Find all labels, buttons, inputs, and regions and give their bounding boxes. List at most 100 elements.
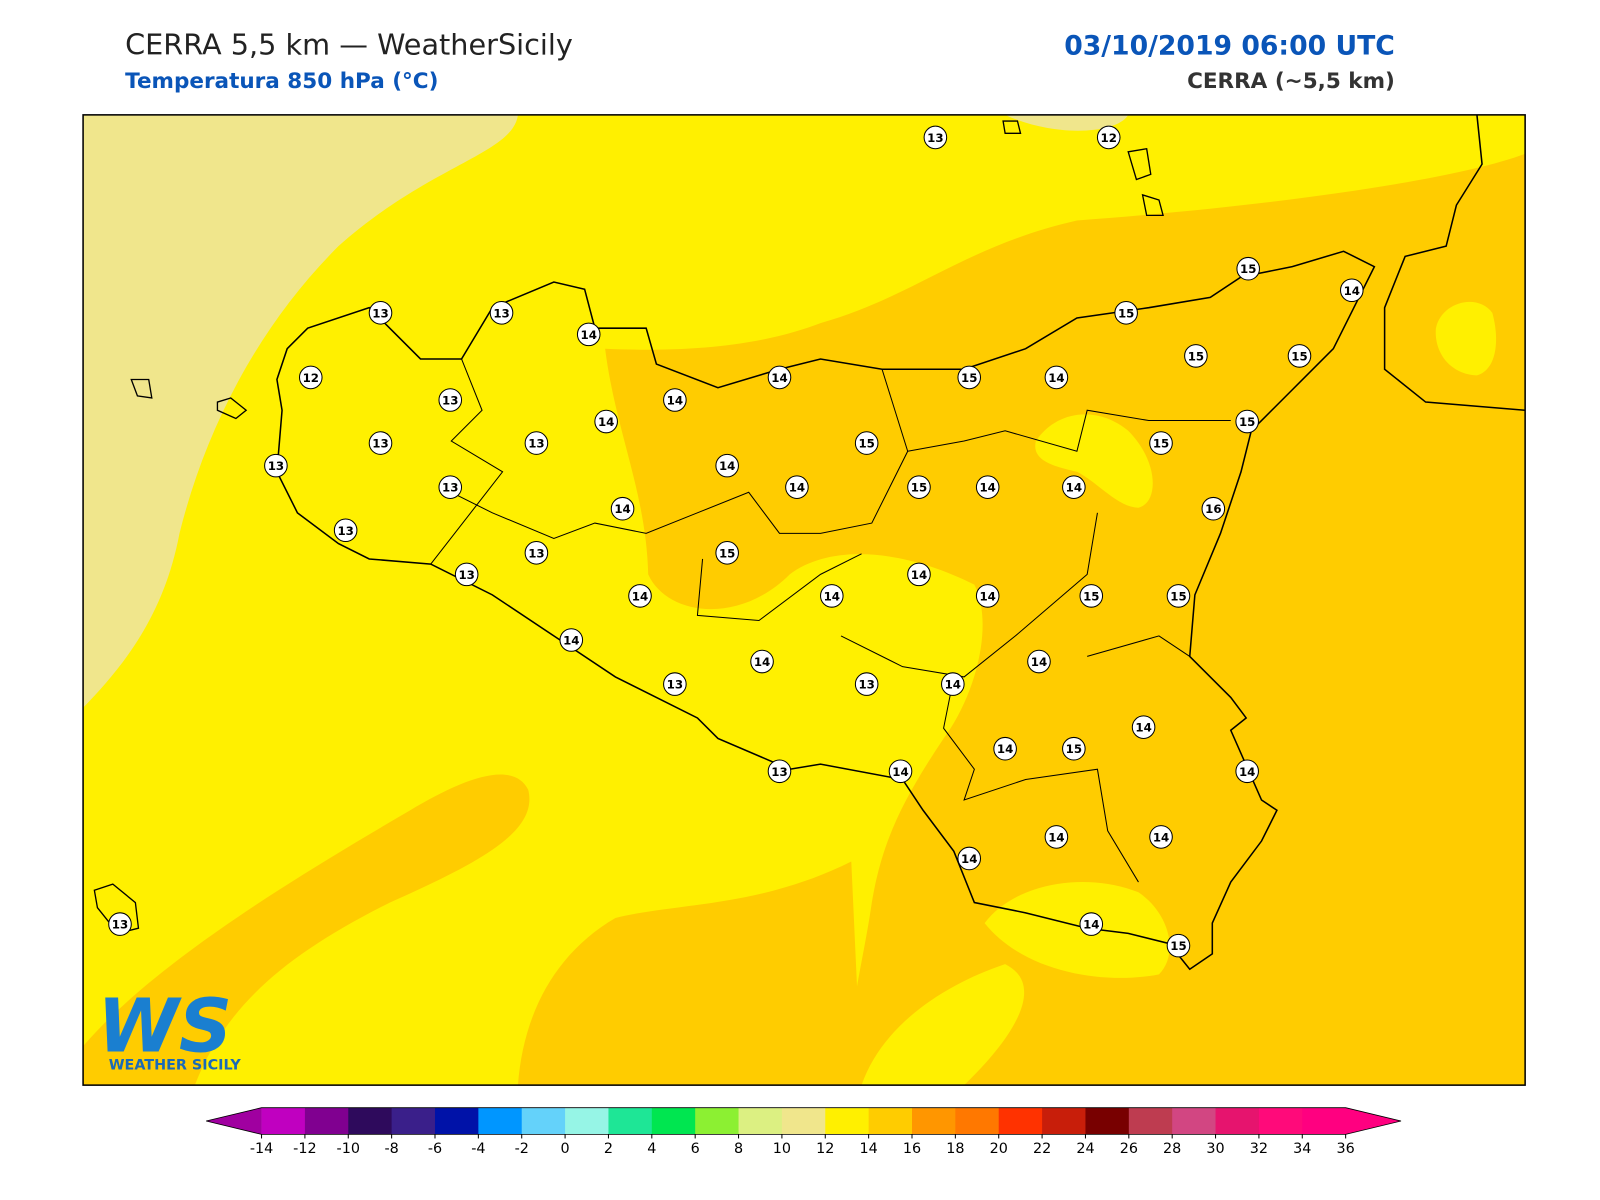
station: 15: [907, 475, 931, 499]
station-marker: [1149, 431, 1173, 455]
station-marker: [907, 562, 931, 587]
contour: [83, 114, 518, 708]
colorbar-label: 4: [647, 1141, 656, 1157]
station-value: 14: [1031, 655, 1047, 669]
station: 16: [1201, 496, 1226, 521]
contour: [984, 882, 1170, 978]
station-marker: [1062, 475, 1086, 499]
station-marker: [1201, 496, 1226, 521]
station: 13: [264, 453, 288, 478]
station-value: 14: [563, 634, 579, 648]
station-value: 15: [1170, 939, 1186, 953]
colorbar-label: 10: [773, 1141, 791, 1157]
colorbar-label: 14: [860, 1141, 878, 1157]
station: 14: [785, 475, 809, 499]
colorbar-label: 0: [561, 1141, 570, 1157]
colorbar-label: -4: [471, 1141, 485, 1157]
station-value: 14: [1083, 918, 1099, 932]
contour: [517, 861, 862, 1086]
station-value: 14: [892, 765, 908, 779]
station: 15: [1166, 933, 1191, 958]
colorbar-label: 22: [1033, 1141, 1051, 1157]
station-marker: [854, 431, 879, 455]
colorbar-segment: [998, 1107, 1043, 1135]
colorbar-segment: [825, 1107, 870, 1135]
station: 12: [1096, 125, 1121, 150]
station-value: 13: [268, 459, 284, 473]
colorbar-label: 30: [1206, 1141, 1224, 1157]
station-marker: [1044, 825, 1069, 849]
station-marker: [941, 672, 965, 696]
station: 13: [438, 388, 463, 412]
colorbar-segment: [434, 1107, 479, 1135]
station-value: 14: [961, 852, 977, 866]
colorbar-segment: [695, 1107, 740, 1135]
colorbar-label: -6: [428, 1141, 442, 1157]
station: 13: [368, 301, 393, 325]
station-value: 13: [927, 131, 943, 145]
station-value: 14: [598, 415, 614, 429]
station: 14: [975, 475, 1000, 499]
station-value: 14: [1239, 765, 1255, 779]
colorbar-label: 34: [1293, 1141, 1311, 1157]
station-marker: [264, 453, 288, 478]
station-marker: [594, 409, 618, 434]
station-value: 14: [979, 589, 995, 603]
colorbar-segment: [738, 1107, 783, 1135]
colorbar-label: -14: [250, 1141, 273, 1157]
station-value: 14: [1135, 721, 1151, 735]
station: 13: [368, 431, 393, 455]
station-marker: [854, 672, 879, 696]
station: 14: [1339, 278, 1364, 303]
station: 13: [854, 672, 879, 696]
station-value: 16: [1205, 502, 1221, 516]
coastline: [276, 250, 1376, 971]
datetime: 03/10/2019 06:00 UTC: [1064, 30, 1395, 61]
station-value: 14: [1153, 830, 1169, 844]
station: 14: [559, 628, 584, 652]
station: 15: [1166, 584, 1191, 608]
subtitle: Temperatura 850 hPa (°C): [125, 69, 438, 94]
station: 14: [941, 672, 965, 696]
station-value: 14: [1048, 371, 1064, 385]
logo-mark: WS: [97, 983, 232, 1069]
station-value: 15: [1240, 262, 1256, 276]
station: 14: [1149, 825, 1173, 849]
station-marker: [628, 584, 652, 608]
station-value: 15: [961, 371, 977, 385]
title: CERRA 5,5 km — WeatherSicily: [125, 27, 573, 61]
station: 14: [628, 584, 652, 608]
station: 15: [715, 541, 739, 565]
station-marker: [975, 475, 1000, 499]
station-value: 14: [911, 568, 927, 582]
station-marker: [993, 736, 1017, 761]
station-value: 13: [493, 306, 509, 320]
station-marker: [975, 584, 1000, 608]
colorbar-segment: [478, 1107, 523, 1135]
station-marker: [368, 431, 393, 455]
station-marker: [1131, 715, 1156, 739]
station-marker: [907, 475, 931, 499]
colorbar-label: -10: [337, 1141, 360, 1157]
colorbar-label: 24: [1076, 1141, 1094, 1157]
station: 14: [1131, 715, 1156, 739]
station: 15: [1062, 736, 1086, 761]
station: 14: [576, 322, 601, 347]
station-marker: [1166, 933, 1191, 958]
station-value: 14: [945, 678, 961, 692]
station-marker: [1149, 825, 1173, 849]
station-marker: [368, 301, 393, 325]
colorbar-extend: [1345, 1107, 1402, 1135]
station: 13: [454, 562, 479, 587]
station-marker: [957, 846, 982, 871]
stations: 13 12 15 14 13 13 14 15 15 15 12 13 14 14 15 14 14 15 13 13…: [108, 125, 1364, 958]
colorbar-label: 32: [1250, 1141, 1268, 1157]
station: 13: [489, 301, 514, 325]
colorbar-segment: [781, 1107, 826, 1135]
station-marker: [888, 759, 913, 784]
station-marker: [1166, 584, 1191, 608]
station: 15: [1235, 409, 1259, 434]
station-marker: [610, 496, 635, 521]
logo-name: WEATHER SICILY: [109, 1058, 242, 1074]
